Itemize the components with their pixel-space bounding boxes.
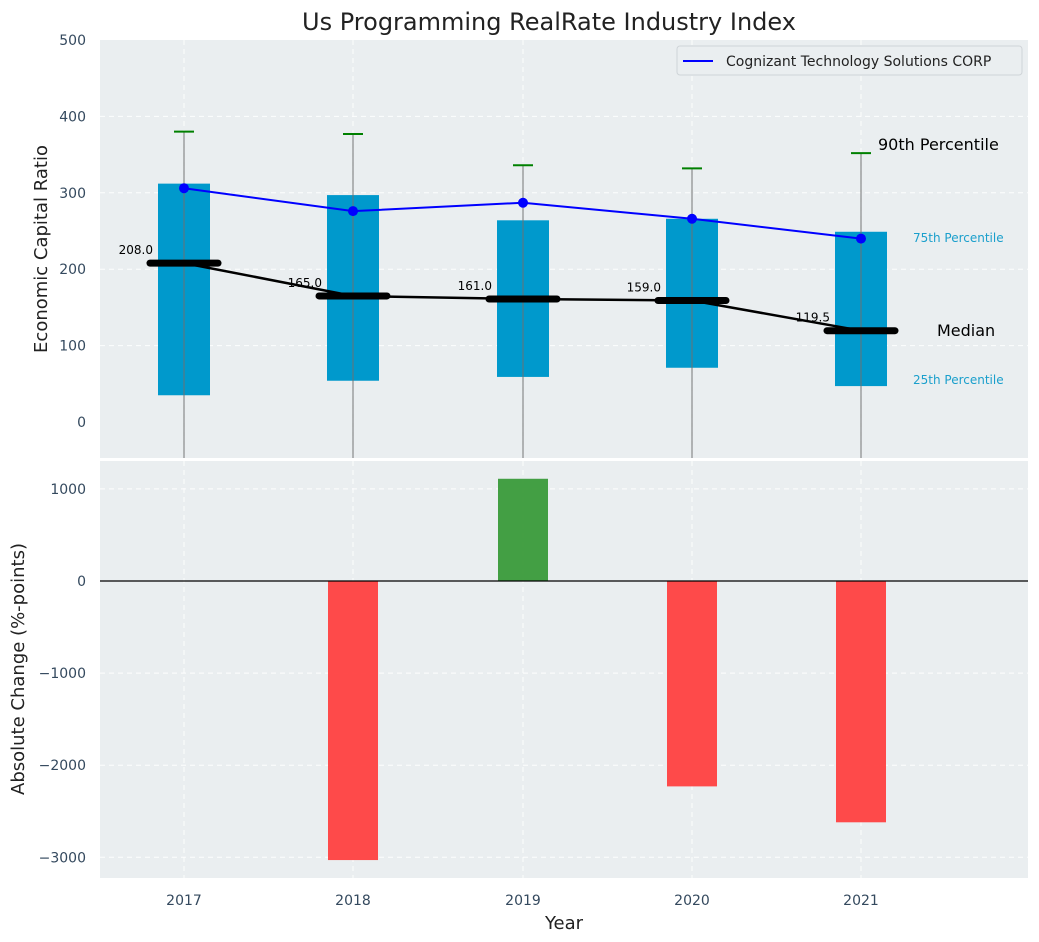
positive-change-bar (498, 478, 548, 581)
company-point (518, 197, 528, 208)
y-tick-label: −3000 (39, 850, 86, 866)
y-tick-label: 400 (59, 109, 86, 125)
company-point (687, 213, 697, 224)
median-value-label: 119.5 (796, 311, 830, 325)
x-tick-label: 2019 (505, 893, 541, 909)
legend: Cognizant Technology Solutions CORP (676, 45, 1023, 76)
y-tick-label: 300 (59, 186, 86, 202)
annotation-p90: 90th Percentile (878, 135, 999, 154)
y-tick-label: 100 (59, 339, 86, 355)
y-tick-label: 0 (77, 415, 86, 431)
bottom-panel: −3000 −2000 −1000 0 1000 Absolute Change (%-… (8, 461, 1028, 934)
negative-change-bar (328, 581, 378, 861)
negative-change-bar (836, 581, 886, 823)
median-value-label: 165.0 (288, 276, 322, 290)
annotation-p75: 75th Percentile (913, 231, 1004, 245)
bottom-plot-area (100, 461, 1028, 878)
top-plot-area (100, 40, 1028, 458)
median-value-label: 159.0 (627, 281, 661, 295)
y-tick-label: 500 (59, 33, 86, 49)
median-value-label: 161.0 (458, 279, 492, 293)
y-tick-label: 200 (59, 262, 86, 278)
negative-change-bar (667, 581, 717, 787)
x-axis-label: Year (544, 913, 584, 934)
y-tick-label: −1000 (39, 666, 86, 682)
bottom-y-axis-label: Absolute Change (%-points) (8, 543, 29, 795)
company-point (348, 206, 358, 217)
chart-title: Us Programming RealRate Industry Index (302, 8, 796, 36)
y-tick-label: −2000 (39, 758, 86, 774)
annotation-p25: 25th Percentile (913, 373, 1004, 387)
x-tick-label: 2018 (335, 893, 371, 909)
x-tick-label: 2017 (166, 893, 202, 909)
y-tick-label: 0 (77, 574, 86, 590)
y-tick-label: 1000 (50, 482, 86, 498)
company-point (179, 183, 189, 194)
legend-box (676, 45, 1023, 76)
annotation-median: Median (937, 321, 995, 340)
top-y-axis-label: Economic Capital Ratio (31, 145, 52, 353)
median-value-label: 208.0 (119, 243, 153, 257)
x-tick-label: 2020 (674, 893, 710, 909)
legend-entry-label: Cognizant Technology Solutions CORP (726, 54, 991, 70)
x-tick-label: 2021 (843, 893, 879, 909)
company-point (856, 233, 866, 244)
